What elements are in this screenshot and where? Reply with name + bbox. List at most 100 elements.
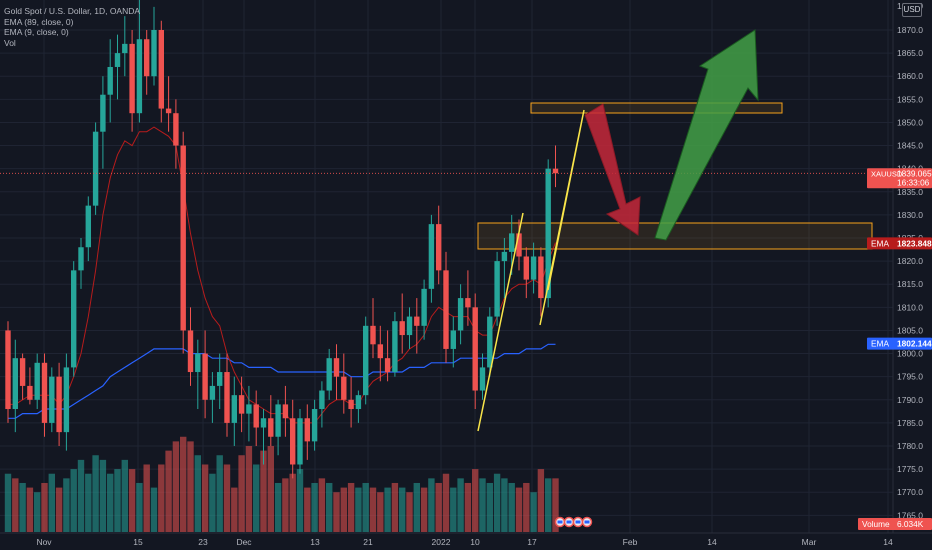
candle: [414, 298, 420, 354]
price-tick-label: 1765.0: [897, 510, 923, 520]
candle-body: [144, 39, 150, 77]
trend-line: [477, 212, 524, 432]
candle-body: [333, 358, 340, 377]
volume-bar: [333, 492, 340, 532]
candle: [457, 284, 464, 345]
volume-bar: [99, 459, 107, 532]
candle-body: [56, 376, 62, 433]
volume-bar: [355, 487, 362, 532]
volume-bar: [158, 464, 165, 532]
candle-body: [202, 353, 208, 400]
volume-bar: [201, 464, 209, 532]
event-icons: [554, 516, 593, 528]
candle: [71, 261, 77, 377]
candle: [92, 122, 99, 215]
candle-body: [487, 316, 493, 368]
volume-bar: [194, 455, 201, 532]
volume-bar: [70, 469, 77, 532]
candle: [231, 376, 237, 446]
candle-body: [100, 94, 106, 132]
candle: [12, 339, 18, 433]
candle-body: [319, 390, 325, 410]
volume-bar: [19, 482, 26, 532]
volume-bar: [41, 482, 48, 532]
candle-body: [19, 358, 26, 386]
candle: [355, 390, 362, 423]
candle-body: [443, 270, 449, 349]
candle: [370, 298, 376, 359]
candle-body: [399, 321, 405, 336]
candle-body: [71, 270, 77, 368]
candle-body: [5, 330, 11, 410]
volume-bar: [552, 478, 559, 532]
candle: [443, 251, 449, 363]
volume-bar: [216, 455, 223, 532]
candle: [516, 219, 522, 271]
volume-bar: [267, 446, 274, 532]
volume-bar: [136, 482, 143, 532]
candle-body: [450, 330, 456, 349]
volume-bar: [296, 469, 304, 532]
candle-body: [114, 53, 121, 67]
volume-bar: [253, 464, 260, 532]
candle-body: [129, 43, 135, 114]
volume-bars: [4, 436, 559, 532]
price-axis: 1765.0 1770.0 1775.0 1780.0 1785.0 1790.0 1795…: [892, 0, 932, 550]
candle: [114, 34, 121, 100]
price-tick-label: 1795.0: [897, 372, 923, 382]
legend-ema9[interactable]: EMA (9, close, 0): [4, 27, 69, 37]
volume-bar: [318, 478, 326, 532]
candle: [530, 242, 537, 294]
volume-bar: [486, 482, 493, 532]
legend-symbol[interactable]: Gold Spot / U.S. Dollar, 1D, OANDA: [4, 6, 141, 16]
candle: [56, 362, 62, 446]
candle: [501, 238, 508, 299]
time-axis: Nov 15 23 Dec 13 21 2022 10 17 Feb 14 Mar 14: [0, 532, 932, 550]
volume-bar: [384, 487, 391, 532]
volume-bar: [391, 482, 399, 532]
volume-bar: [479, 478, 486, 532]
volume-bar: [12, 478, 19, 532]
candle-body: [436, 224, 442, 271]
candle: [304, 404, 310, 460]
candle-body: [246, 404, 252, 414]
candle-body: [27, 385, 33, 400]
time-tick-label: 10: [470, 537, 480, 547]
candle-body: [122, 43, 128, 54]
candle: [19, 353, 26, 400]
candle: [275, 399, 281, 456]
legend-ema89[interactable]: EMA (89, close, 0): [4, 16, 74, 27]
candle-body: [501, 251, 508, 262]
event-flag-icon: [557, 520, 563, 524]
candle-body: [41, 362, 48, 423]
time-tick-label: Mar: [802, 537, 817, 547]
candle: [297, 409, 303, 474]
candle-body: [290, 418, 296, 465]
axis-background: [893, 0, 932, 550]
legend-vol[interactable]: Vol: [4, 37, 16, 48]
volume-bar: [180, 436, 187, 532]
ema9-line: [8, 126, 556, 424]
candles: [5, 0, 559, 479]
ema9-tag-text: 1823.848: [897, 238, 932, 248]
candle-body: [224, 372, 230, 423]
currency-button[interactable]: USD: [902, 3, 922, 17]
candle: [538, 247, 544, 317]
candle: [238, 376, 245, 433]
volume-bar: [413, 482, 420, 532]
volume-bar: [260, 450, 267, 532]
candle: [158, 20, 164, 123]
candle-body: [85, 205, 91, 248]
volume-bar: [238, 455, 245, 532]
price-tick-label: 1785.0: [897, 418, 923, 428]
volume-bar: [209, 473, 216, 532]
candle-body: [282, 404, 289, 419]
candle: [217, 353, 223, 410]
candle-body: [465, 298, 471, 308]
volume-bar: [311, 482, 318, 532]
candle: [421, 279, 427, 340]
price-tick-label: 1835.0: [897, 187, 923, 197]
candle-body: [384, 358, 391, 373]
price-tick-label: 1850.0: [897, 117, 923, 127]
